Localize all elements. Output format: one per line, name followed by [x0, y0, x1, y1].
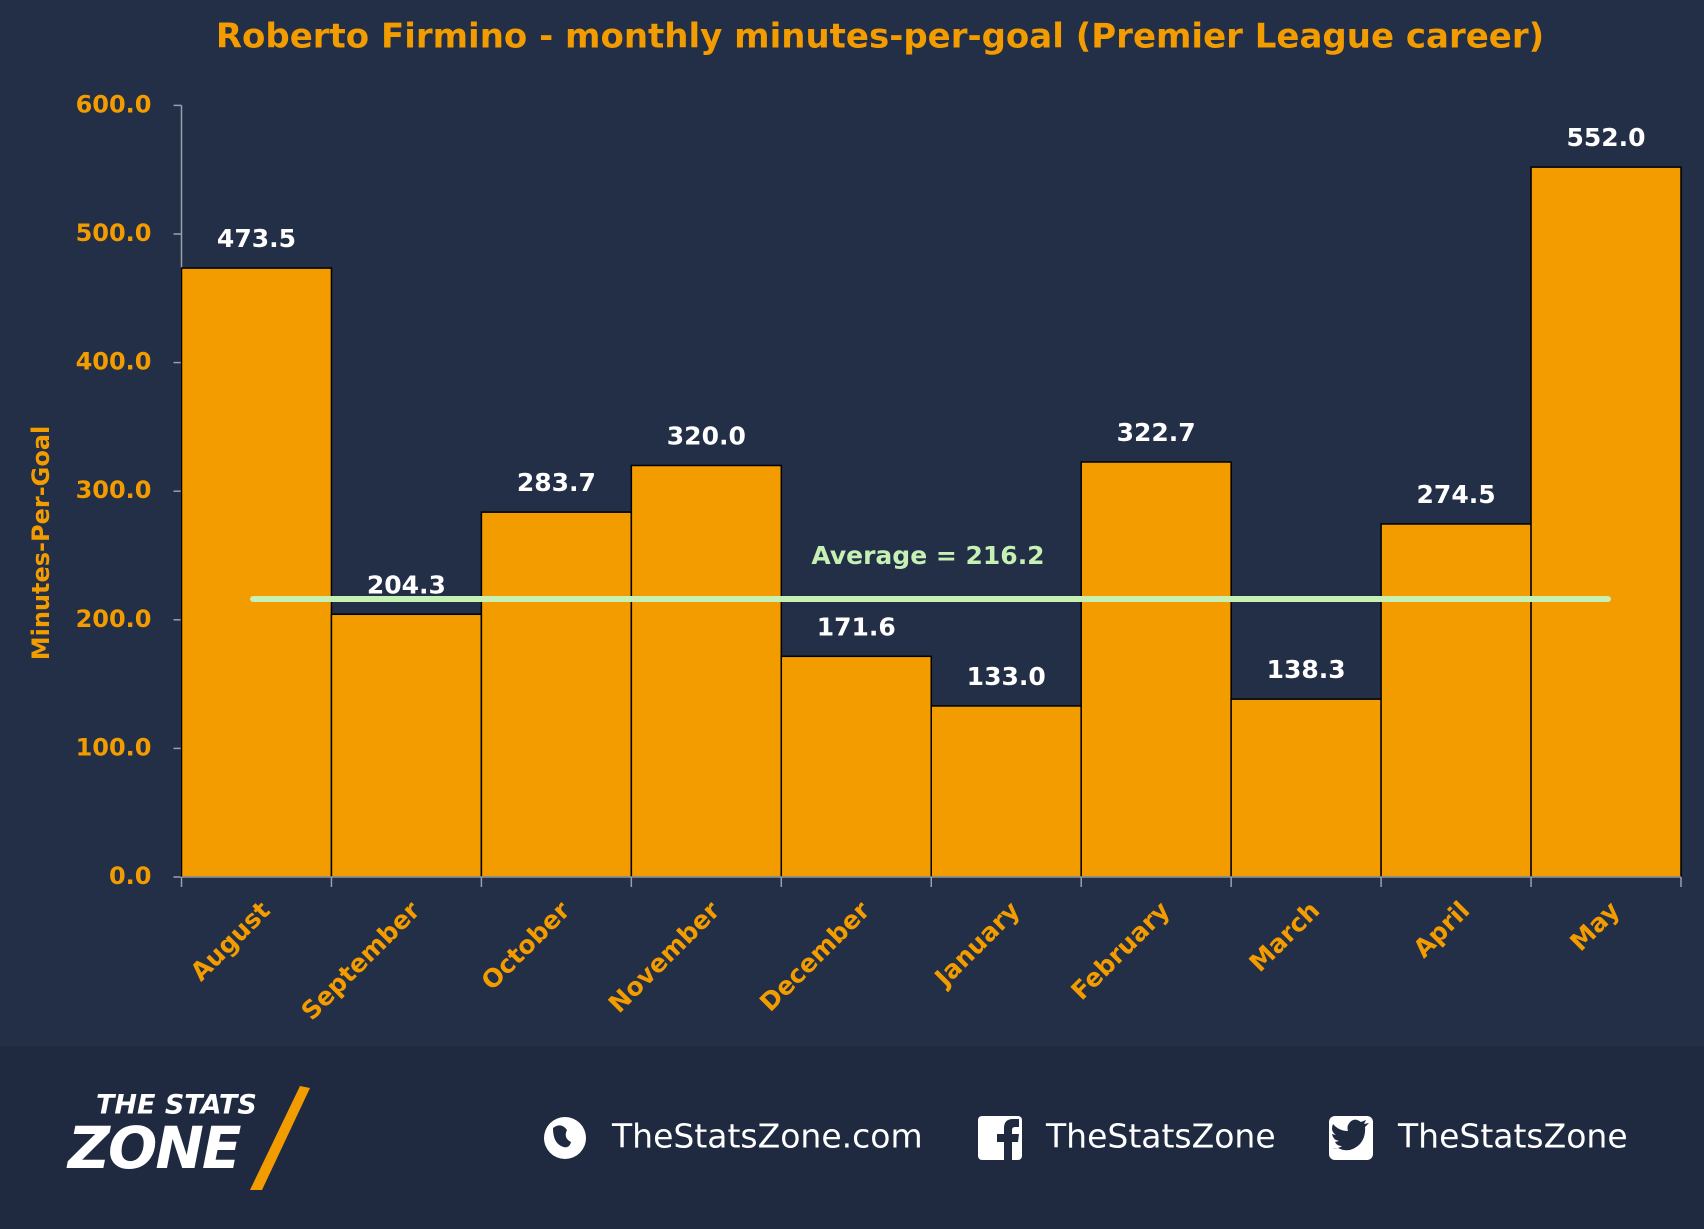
average-label: Average = 216.2 — [811, 541, 1044, 570]
logo-slash — [250, 1086, 310, 1190]
bar — [930, 705, 1082, 878]
y-tick-label: 0.0 — [109, 862, 152, 890]
value-label: 320.0 — [667, 421, 746, 450]
y-tick-label: 200.0 — [76, 605, 152, 633]
facebook: TheStatsZone — [1045, 1117, 1276, 1156]
value-label: 473.5 — [217, 224, 296, 253]
value-label: 283.7 — [517, 468, 596, 497]
value-label: 133.0 — [967, 662, 1046, 691]
bar — [630, 464, 783, 878]
bar — [1230, 698, 1382, 878]
value-label: 171.6 — [817, 612, 896, 641]
footer: THE STATS ZONE TheStatsZone.com TheStats… — [66, 1086, 1628, 1190]
bar — [1380, 523, 1532, 878]
value-label: 138.3 — [1267, 655, 1346, 684]
y-tick-label: 100.0 — [76, 733, 152, 761]
bar — [1080, 461, 1232, 878]
globe-land — [553, 1125, 571, 1148]
y-tick-label: 400.0 — [76, 348, 152, 376]
value-label: 322.7 — [1117, 418, 1196, 447]
y-tick-label: 500.0 — [76, 219, 152, 247]
y-tick-label: 300.0 — [76, 476, 152, 504]
twitter: TheStatsZone — [1397, 1117, 1628, 1156]
logo-top: THE STATS — [96, 1090, 257, 1121]
y-tick-label: 600.0 — [76, 90, 152, 118]
logo-bottom: ZONE — [66, 1114, 241, 1182]
twitter-bird — [1332, 1119, 1369, 1151]
facebook-f — [997, 1119, 1019, 1160]
value-label: 204.3 — [367, 570, 446, 599]
plot: 0.0100.0200.0300.0400.0500.0600.0473.5Au… — [76, 90, 1682, 1026]
bar — [780, 655, 932, 878]
bar — [180, 267, 333, 878]
website: TheStatsZone.com — [611, 1117, 923, 1156]
value-label: 274.5 — [1417, 480, 1496, 509]
bar — [1530, 166, 1682, 878]
bar — [480, 511, 633, 878]
y-axis-label: Minutes-Per-Goal — [27, 426, 55, 661]
chart-title: Roberto Firmino - monthly minutes-per-go… — [216, 17, 1544, 57]
value-label: 552.0 — [1566, 123, 1645, 152]
bar — [330, 613, 483, 878]
